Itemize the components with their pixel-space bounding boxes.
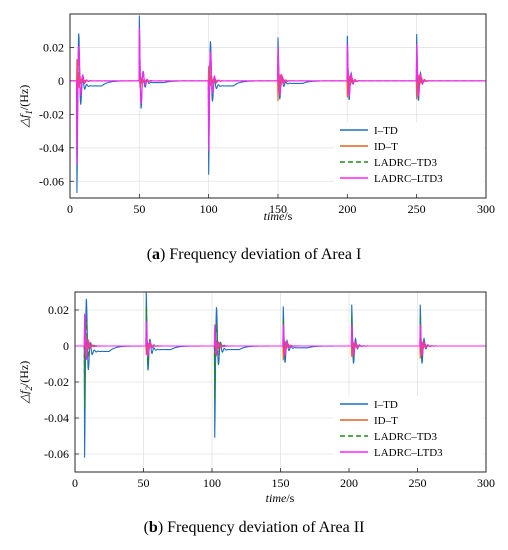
x-tick-labels: 0 50 100 150 200 250 300 [67, 202, 495, 216]
y-tick-label: -0.04 [39, 141, 64, 155]
x-tick-label: 100 [200, 202, 218, 216]
legend-box [334, 396, 484, 468]
legend-label: LADRC–LTD3 [374, 173, 443, 185]
x-tick-labels: 0 50 100 150 200 250 300 [72, 476, 495, 490]
legend-label: LADRC–LTD3 [374, 447, 443, 459]
y-tick-label: -0.02 [44, 375, 69, 389]
chart-panel-area-1: 0 50 100 150 200 250 300 0.020-0.02-0.04-0.06 … [17, 13, 495, 223]
y-axis-label: △f2/(Hz) [17, 361, 34, 404]
caption-a: (a) Frequency deviation of Area I [146, 246, 362, 263]
legend-label: LADRC–TD3 [374, 431, 437, 443]
x-tick-label: 100 [203, 476, 221, 490]
series-line-ladrc-ltd3 [70, 27, 486, 165]
plot-frame [69, 13, 487, 199]
y-tick-label: 0 [63, 339, 69, 353]
caption-b: (b) Frequency deviation of Area II [143, 519, 365, 536]
x-tick-label: 150 [272, 476, 290, 490]
y-tick-label: -0.02 [39, 107, 64, 121]
series-line-i-td [70, 15, 486, 193]
legend-label: ID–T [374, 415, 398, 427]
x-tick-label: 200 [340, 476, 358, 490]
x-tick-label: 250 [408, 202, 426, 216]
x-tick-label: 300 [477, 202, 495, 216]
y-tick-labels: 0.02 0 -0.02 -0.04 -0.06 [39, 40, 64, 188]
y-tick-label: 0.02 [43, 40, 64, 54]
legend-label: LADRC–TD3 [374, 157, 437, 169]
x-tick-label: 0 [72, 476, 78, 490]
series-line-ladrc-ltd3 [75, 313, 486, 360]
x-tick-label: 0 [67, 202, 73, 216]
legend-box [334, 122, 484, 194]
plot-frame [74, 291, 487, 473]
series-lines [70, 15, 486, 193]
y-tick-label: 0 [58, 74, 64, 88]
x-tick-label: 200 [338, 202, 356, 216]
x-tick-label: 150 [269, 202, 287, 216]
x-tick-label: 50 [133, 202, 145, 216]
legend: I–TD ID–T LADRC–TD3 LADRC–LTD3 [334, 122, 484, 194]
chart-panel-area-2: 0 50 100 150 200 250 300 0.020-0.02-0.04-0.06 … [17, 291, 495, 505]
y-tick-labels: 0.02 0 -0.02 -0.04 -0.06 [44, 303, 69, 461]
legend-label: I–TD [374, 125, 398, 137]
x-tick-label: 300 [477, 476, 495, 490]
legend-label: I–TD [374, 399, 398, 411]
legend: I–TD ID–T LADRC–TD3 LADRC–LTD3 [334, 396, 484, 468]
x-tick-label: 50 [138, 476, 150, 490]
legend-label: ID–T [374, 141, 398, 153]
y-tick-label: 0.02 [48, 303, 69, 317]
series-lines [75, 291, 486, 458]
x-tick-label: 250 [409, 476, 427, 490]
y-axis-label: △f1/(Hz) [17, 85, 34, 128]
y-tick-label: -0.04 [44, 411, 69, 425]
x-axis-label: time/s [264, 209, 293, 223]
x-axis-label: time/s [266, 491, 295, 505]
y-tick-label: -0.06 [39, 174, 64, 188]
y-tick-label: -0.06 [44, 447, 69, 461]
